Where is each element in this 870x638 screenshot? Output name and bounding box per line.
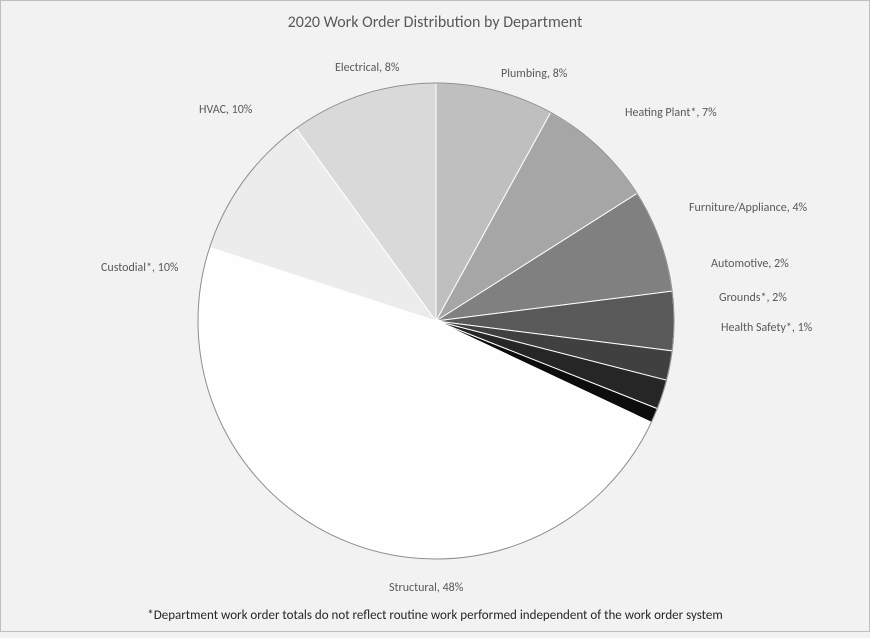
slice-label-plumbing: Plumbing, 8% (501, 67, 567, 81)
slice-label-structural: Structural, 48% (389, 581, 463, 595)
slice-label-grounds: Grounds*, 2% (719, 291, 787, 305)
slice-label-automotive: Automotive, 2% (711, 257, 789, 271)
slice-label-hvac: HVAC, 10% (199, 103, 252, 117)
pie-chart: Electrical, 8% Plumbing, 8% Heating Plant*… (1, 1, 870, 633)
chart-footnote: *Department work order totals do not ref… (1, 608, 869, 623)
slice-label-furniture-appliance: Furniture/Appliance, 4% (689, 201, 807, 215)
slice-label-electrical: Electrical, 8% (335, 61, 399, 75)
slice-label-heating-plant: Heating Plant*, 7% (625, 106, 717, 120)
slice-label-custodial: Custodial*, 10% (101, 261, 178, 275)
slice-label-health-safety: Health Safety*, 1% (721, 321, 812, 335)
